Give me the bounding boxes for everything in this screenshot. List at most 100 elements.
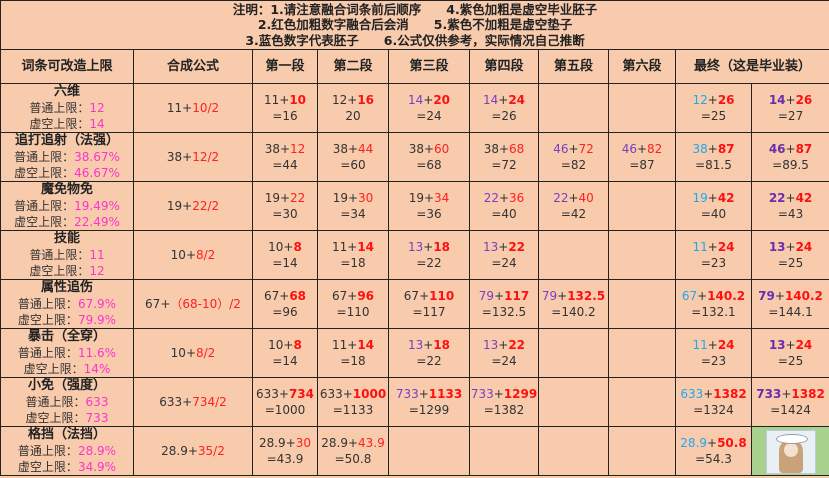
base-value: 28.9 xyxy=(680,436,708,450)
base-value: 46 xyxy=(621,142,637,156)
cell-result: =132.1 xyxy=(691,305,736,319)
cap-label: 普通上限： xyxy=(17,346,78,360)
plus-sign: + xyxy=(636,142,648,156)
cap-label: 普通上限： xyxy=(25,395,86,409)
plus-sign: + xyxy=(785,338,796,352)
base-value: 13 xyxy=(407,240,424,254)
stage-cell: 14+24 =26 xyxy=(469,83,539,133)
cap-value: 12 xyxy=(89,101,105,115)
base-value: 67 xyxy=(681,289,698,303)
cell-result: =40 xyxy=(700,207,727,221)
stage-cell: 46+82 =87 xyxy=(608,132,676,182)
formula-added: 12/2 xyxy=(192,150,220,164)
base-value: 22 xyxy=(483,191,499,205)
plus-sign: + xyxy=(283,240,294,254)
added-value: 34 xyxy=(434,191,450,205)
cell-result: =96 xyxy=(272,305,298,319)
table-row: 追打追射（法强） 普通上限：38.67% 虚空上限：46.67% 38+12/2 38+… xyxy=(0,132,829,182)
cell-result: =1424 xyxy=(770,403,811,417)
normal-cap: 普通上限：38.67% xyxy=(2,149,133,165)
attribute-cell: 暴击（全穿） 普通上限：11.6% 虚空上限：14% xyxy=(0,328,134,378)
final-void-cell: 733+1382 =1424 xyxy=(750,377,829,427)
column-header: 最终（这是毕业装） xyxy=(674,49,829,84)
plus-sign: + xyxy=(423,142,435,156)
formula-cell: 633+734/2 xyxy=(133,377,253,427)
cell-result: =1000 xyxy=(264,403,306,417)
plus-sign: + xyxy=(279,93,290,107)
plus-sign: + xyxy=(498,191,510,205)
cell-expression: 11+24 xyxy=(677,239,751,255)
cell-expression: 67+110 xyxy=(390,288,469,304)
attribute-title: 小免（强度） xyxy=(27,378,106,394)
cap-value: 11.6% xyxy=(77,346,117,360)
cell-expression: 38+44 xyxy=(319,141,388,157)
stage-cell: 12+16 20 xyxy=(317,83,389,133)
base-value: 22 xyxy=(768,191,786,205)
plus-sign: + xyxy=(283,338,294,352)
plus-sign: + xyxy=(347,338,358,352)
formula-cell: 38+12/2 xyxy=(133,132,253,182)
cell-result: =82 xyxy=(560,158,587,172)
stage-cell: 13+18 =22 xyxy=(388,230,470,280)
added-value: 72 xyxy=(578,142,594,156)
normal-cap: 普通上限：633 xyxy=(2,394,133,410)
stage-cell: 28.9+30 =43.9 xyxy=(252,426,318,476)
added-value: 1000 xyxy=(352,387,387,401)
note-line: 2.红色加粗数字融合后会消 5.紫色不加粗是虚空垫子 xyxy=(257,17,573,33)
attribute-title: 属性追伤 xyxy=(40,280,93,296)
cell-expression: 28.9+43.9 xyxy=(319,435,388,451)
cap-value: 38.67% xyxy=(74,150,120,164)
stage-cell: 11+14 =18 xyxy=(317,328,389,378)
base-value: 11 xyxy=(331,240,348,254)
base-value: 13 xyxy=(768,338,786,352)
added-value: 26 xyxy=(795,93,813,107)
added-value: 30 xyxy=(358,191,374,205)
cap-label: 普通上限： xyxy=(14,150,75,164)
final-normal-cell: 633+1382 =1324 xyxy=(675,377,752,427)
cap-value: 34.9% xyxy=(77,460,117,474)
added-value: 18 xyxy=(433,338,451,352)
base-value: 28.9 xyxy=(258,436,286,450)
attribute-title: 六维 xyxy=(53,84,80,100)
stage-cell xyxy=(538,377,609,427)
cell-expression: 13+24 xyxy=(753,239,829,255)
plus-sign: + xyxy=(347,240,358,254)
added-value: 10 xyxy=(289,93,307,107)
cell-expression: 13+24 xyxy=(753,337,829,353)
cell-expression: 633+734 xyxy=(254,386,317,402)
stage-cell: 13+22 =24 xyxy=(469,230,539,280)
cell-result: =50.8 xyxy=(334,452,372,466)
formula-base: 10+ xyxy=(170,346,196,360)
normal-cap: 普通上限：28.9% xyxy=(2,443,133,459)
base-value: 38 xyxy=(408,142,424,156)
plus-sign: + xyxy=(568,191,579,205)
plus-sign: + xyxy=(347,289,358,303)
note-line: 注明：1.请注意融合词条前后顺序 4.紫色加粗是虚空毕业胚子 xyxy=(232,1,598,17)
plus-sign: + xyxy=(498,142,510,156)
cap-value: 79.9% xyxy=(77,313,117,327)
cell-result: =24 xyxy=(491,354,517,368)
cell-expression: 14+26 xyxy=(753,92,829,108)
image-card xyxy=(766,430,816,474)
normal-cap: 普通上限：67.9% xyxy=(2,296,133,312)
plus-sign: + xyxy=(498,93,509,107)
cell-expression: 11+14 xyxy=(319,239,388,255)
hat-shape xyxy=(776,434,808,444)
cell-expression: 19+30 xyxy=(319,190,388,206)
final-void-cell: 79+140.2 =144.1 xyxy=(750,279,829,329)
stage-cell: 22+40 =42 xyxy=(538,181,609,231)
cell-expression: 22+42 xyxy=(753,190,829,206)
base-value: 633 xyxy=(319,387,343,401)
cell-expression: 19+42 xyxy=(677,190,751,206)
added-value: 22 xyxy=(508,338,526,352)
cap-label: 虚空上限： xyxy=(29,264,90,278)
void-cap: 虚空上限：733 xyxy=(2,410,133,426)
final-normal-cell: 11+24 =23 xyxy=(675,328,752,378)
plus-sign: + xyxy=(347,93,358,107)
added-value: 132.5 xyxy=(567,289,606,303)
plus-sign: + xyxy=(498,240,509,254)
table-row: 暴击（全穿） 普通上限：11.6% 虚空上限：14% 10+8/2 10+8 =14 11+… xyxy=(0,328,829,378)
plus-sign: + xyxy=(493,387,504,401)
table-row: 属性追伤 普通上限：67.9% 虚空上限：79.9% 67+（68-10）/2 67+6… xyxy=(0,279,829,329)
added-value: 1299 xyxy=(503,387,538,401)
